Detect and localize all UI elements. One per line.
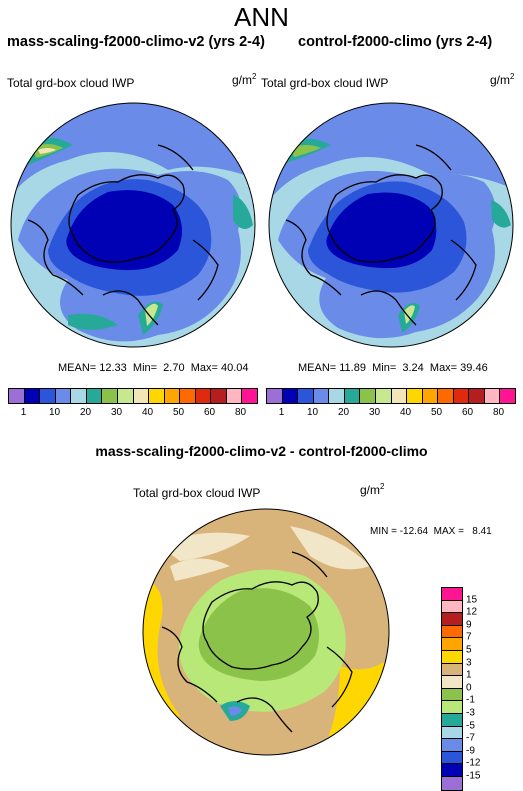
difference-title: mass-scaling-f2000-climo-v2 - control-f2…: [95, 443, 428, 459]
colorbar-swatch: [329, 389, 345, 403]
colorbar-swatch: [442, 776, 462, 790]
colorbar-swatch: [442, 663, 462, 677]
right-colorbar-labels: 1 10 20 30 40 50 60 80: [266, 407, 514, 419]
left-polar-map: [10, 102, 256, 348]
colorbar-swatch: [55, 389, 72, 403]
colorbar-tick-label: 1: [466, 669, 472, 681]
colorbar-swatch: [500, 389, 515, 403]
colorbar-swatch: [407, 389, 423, 403]
colorbar-swatch: [24, 389, 41, 403]
colorbar-swatch: [484, 389, 501, 403]
difference-minmax: MIN = -12.64 MAX = 8.41: [370, 526, 492, 537]
colorbar-swatch: [102, 389, 118, 403]
colorbar-swatch: [211, 389, 227, 403]
colorbar-swatch: [9, 389, 25, 403]
colorbar-swatch: [242, 389, 257, 403]
colorbar-swatch: [442, 751, 462, 765]
colorbar-swatch: [422, 389, 439, 403]
colorbar-swatch: [442, 676, 462, 689]
colorbar-swatch: [442, 625, 462, 639]
right-polar-map: [268, 102, 514, 348]
colorbar-tick-label: 1: [278, 407, 285, 418]
colorbar-swatch: [360, 389, 376, 403]
colorbar-tick-label: 60: [461, 407, 474, 418]
colorbar-tick-label: 5: [466, 644, 472, 656]
colorbar-tick-label: -3: [466, 707, 475, 719]
colorbar-swatch: [453, 389, 470, 403]
colorbar-swatch: [391, 389, 408, 403]
colorbar-tick-label: 10: [306, 407, 319, 418]
colorbar-swatch: [442, 600, 462, 614]
colorbar-tick-label: 40: [399, 407, 412, 418]
colorbar-tick-label: -12: [466, 757, 481, 769]
colorbar-tick-label: -15: [466, 770, 481, 782]
colorbar-swatch: [344, 389, 361, 403]
colorbar-swatch: [313, 389, 330, 403]
right-units-label: g/m2: [490, 72, 515, 87]
colorbar-tick-label: 50: [172, 407, 185, 418]
colorbar-swatch: [442, 713, 462, 727]
colorbar-swatch: [164, 389, 181, 403]
colorbar-swatch: [195, 389, 212, 403]
colorbar-swatch: [298, 389, 314, 403]
colorbar-tick-label: 3: [466, 657, 472, 669]
colorbar-swatch: [282, 389, 299, 403]
difference-colorbar: [441, 587, 463, 791]
colorbar-tick-label: 40: [141, 407, 154, 418]
colorbar-tick-label: -1: [466, 694, 475, 706]
colorbar-tick-label: 0: [466, 682, 472, 694]
colorbar-tick-label: 30: [368, 407, 381, 418]
colorbar-swatch: [180, 389, 196, 403]
colorbar-swatch: [40, 389, 56, 403]
colorbar-swatch: [469, 389, 485, 403]
page-title: ANN: [234, 2, 289, 32]
left-units-label: g/m2: [232, 72, 257, 87]
difference-variable-label: Total grd-box cloud IWP: [133, 486, 261, 500]
colorbar-tick-label: 20: [79, 407, 92, 418]
colorbar-swatch: [442, 701, 462, 714]
colorbar-tick-label: 60: [203, 407, 216, 418]
colorbar-tick-label: 10: [48, 407, 61, 418]
right-panel-title: control-f2000-climo (yrs 2-4): [298, 34, 493, 50]
colorbar-swatch: [442, 688, 462, 702]
colorbar-swatch: [117, 389, 134, 403]
colorbar-swatch: [133, 389, 150, 403]
colorbar-swatch: [375, 389, 392, 403]
right-variable-label: Total grd-box cloud IWP: [261, 76, 389, 90]
colorbar-swatch: [438, 389, 454, 403]
colorbar-tick-label: 12: [466, 606, 478, 618]
right-stats: MEAN= 11.89 Min= 3.24 Max= 39.46: [298, 362, 488, 374]
colorbar-swatch: [267, 389, 283, 403]
colorbar-swatch: [442, 613, 462, 626]
colorbar-tick-label: 1: [20, 407, 27, 418]
colorbar-tick-label: -9: [466, 745, 475, 757]
colorbar-swatch: [442, 588, 462, 601]
colorbar-swatch: [442, 739, 462, 752]
colorbar-tick-label: -7: [466, 732, 475, 744]
colorbar-tick-label: -5: [466, 720, 475, 732]
colorbar-swatch: [149, 389, 165, 403]
colorbar-swatch: [442, 650, 462, 664]
left-colorbar: [8, 388, 258, 404]
colorbar-tick-label: 15: [466, 594, 478, 606]
colorbar-tick-label: 30: [110, 407, 123, 418]
left-panel-title: mass-scaling-f2000-climo-v2 (yrs 2-4): [7, 34, 265, 50]
left-stats: MEAN= 12.33 Min= 2.70 Max= 40.04: [58, 362, 249, 374]
colorbar-tick-label: 9: [466, 619, 472, 631]
colorbar-swatch: [86, 389, 103, 403]
colorbar-tick-label: 20: [337, 407, 350, 418]
left-colorbar-labels: 1 10 20 30 40 50 60 80: [8, 407, 256, 419]
colorbar-tick-label: 80: [234, 407, 247, 418]
colorbar-swatch: [226, 389, 243, 403]
right-colorbar: [266, 388, 516, 404]
colorbar-swatch: [71, 389, 87, 403]
colorbar-tick-label: 50: [430, 407, 443, 418]
colorbar-swatch: [442, 638, 462, 651]
colorbar-tick-label: 7: [466, 631, 472, 643]
difference-polar-map: [142, 508, 390, 756]
colorbar-tick-label: 80: [492, 407, 505, 418]
left-variable-label: Total grd-box cloud IWP: [7, 76, 135, 90]
difference-units-label: g/m2: [360, 482, 385, 497]
colorbar-swatch: [442, 726, 462, 740]
